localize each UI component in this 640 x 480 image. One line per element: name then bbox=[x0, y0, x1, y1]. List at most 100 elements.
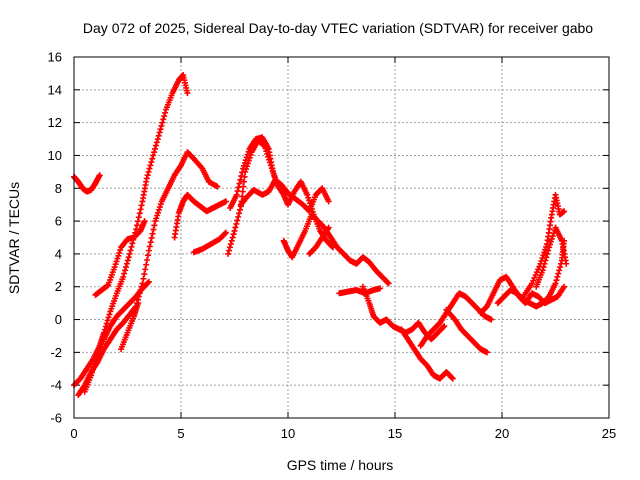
data-point bbox=[267, 162, 274, 169]
data-point bbox=[243, 166, 250, 173]
data-layer bbox=[71, 72, 570, 399]
data-point bbox=[540, 252, 547, 259]
data-point bbox=[542, 257, 549, 264]
data-point bbox=[134, 218, 141, 225]
y-tick-label: 4 bbox=[55, 246, 62, 261]
data-point bbox=[325, 224, 332, 231]
data-point bbox=[148, 159, 155, 166]
data-point bbox=[552, 280, 559, 287]
chart-title: Day 072 of 2025, Sidereal Day-to-day VTE… bbox=[83, 20, 593, 36]
data-point bbox=[232, 224, 239, 231]
data-point bbox=[145, 168, 152, 175]
series-sat-d bbox=[71, 172, 103, 195]
data-point bbox=[156, 129, 163, 136]
data-point bbox=[93, 355, 100, 362]
x-tick-label: 20 bbox=[495, 426, 509, 441]
data-point bbox=[122, 267, 129, 274]
data-point bbox=[146, 165, 153, 172]
data-point bbox=[244, 163, 251, 170]
data-point bbox=[116, 249, 123, 256]
series-sat-h bbox=[190, 229, 229, 256]
data-point bbox=[544, 250, 551, 257]
data-point bbox=[247, 151, 254, 158]
series-sat-g bbox=[171, 191, 229, 241]
data-point bbox=[555, 270, 562, 277]
data-point bbox=[157, 126, 164, 133]
data-point bbox=[91, 361, 98, 368]
data-point bbox=[225, 250, 232, 257]
series-sat-q bbox=[417, 290, 495, 349]
data-point bbox=[160, 116, 167, 123]
data-point bbox=[235, 213, 242, 220]
data-point bbox=[242, 168, 249, 175]
data-point bbox=[268, 165, 275, 172]
x-tick-label: 15 bbox=[388, 426, 402, 441]
x-tick-label: 10 bbox=[281, 426, 295, 441]
data-point bbox=[125, 254, 132, 261]
data-point bbox=[114, 255, 121, 262]
data-point bbox=[128, 243, 135, 250]
y-tick-label: 6 bbox=[55, 214, 62, 229]
data-point bbox=[103, 320, 110, 327]
data-point bbox=[121, 270, 128, 277]
data-point bbox=[229, 234, 236, 241]
data-point bbox=[541, 260, 548, 267]
x-tick-label: 0 bbox=[70, 426, 77, 441]
data-point bbox=[233, 191, 240, 198]
y-tick-label: 2 bbox=[55, 279, 62, 294]
data-point bbox=[546, 244, 553, 251]
data-point bbox=[122, 264, 129, 271]
y-tick-label: -6 bbox=[50, 411, 62, 426]
series-sat-k bbox=[237, 177, 332, 215]
plot-frame bbox=[73, 56, 610, 419]
data-point bbox=[113, 258, 120, 265]
series-sat-c bbox=[81, 278, 152, 395]
data-point bbox=[111, 264, 118, 271]
data-point bbox=[90, 363, 97, 370]
y-tick-label: -2 bbox=[50, 345, 62, 360]
data-point bbox=[539, 255, 546, 262]
data-point bbox=[236, 210, 243, 217]
data-point bbox=[263, 148, 270, 155]
data-point bbox=[226, 244, 233, 251]
data-point bbox=[153, 139, 160, 146]
y-tick-label: 16 bbox=[48, 50, 62, 65]
data-point bbox=[117, 247, 124, 254]
series-sat-u bbox=[520, 191, 568, 300]
data-point bbox=[269, 167, 276, 174]
data-point bbox=[385, 280, 392, 287]
data-point bbox=[449, 375, 456, 382]
data-point bbox=[144, 252, 151, 259]
data-point bbox=[149, 230, 156, 237]
data-point bbox=[106, 311, 113, 318]
data-point bbox=[89, 366, 96, 373]
data-point bbox=[222, 229, 229, 236]
data-point bbox=[233, 220, 240, 227]
data-point bbox=[554, 273, 561, 280]
data-point bbox=[150, 152, 157, 159]
data-point bbox=[245, 157, 252, 164]
data-point bbox=[540, 264, 547, 271]
data-point bbox=[541, 249, 548, 256]
y-tick-label: 14 bbox=[48, 82, 62, 97]
data-point bbox=[105, 314, 112, 321]
data-point bbox=[147, 162, 154, 169]
data-point bbox=[159, 119, 166, 126]
data-point bbox=[123, 260, 130, 267]
data-point bbox=[184, 90, 191, 97]
data-point bbox=[142, 266, 149, 273]
data-point bbox=[153, 215, 160, 222]
data-point bbox=[88, 372, 95, 379]
series-sat-l bbox=[280, 211, 392, 287]
data-point bbox=[557, 264, 564, 271]
data-point bbox=[325, 198, 332, 205]
data-point bbox=[230, 231, 237, 238]
data-point bbox=[237, 206, 244, 213]
data-point bbox=[234, 188, 241, 195]
data-point bbox=[262, 145, 269, 152]
data-point bbox=[441, 323, 448, 330]
data-point bbox=[261, 142, 268, 149]
data-point bbox=[152, 145, 159, 152]
data-point bbox=[148, 234, 155, 241]
